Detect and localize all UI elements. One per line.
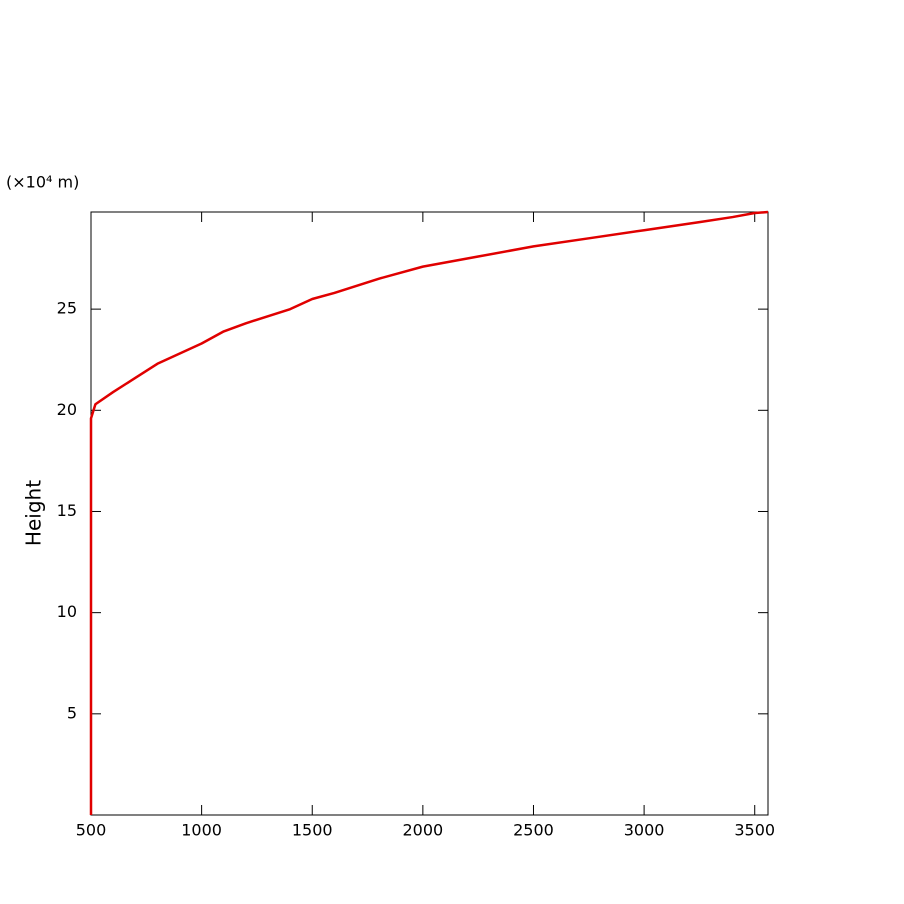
x-tick-label: 1500	[292, 821, 333, 840]
data-line	[89, 210, 769, 815]
x-tick-label: 1000	[181, 821, 222, 840]
y-tick-label: 15	[57, 501, 77, 520]
y-axis-label: Height	[22, 480, 46, 546]
x-tick-label: 3000	[624, 821, 665, 840]
x-tick-label: 2500	[513, 821, 554, 840]
x-tick-label: 3500	[734, 821, 775, 840]
unit-label: (×10⁴ m)	[6, 173, 79, 192]
y-tick-label: 10	[57, 602, 77, 621]
y-tick-label: 25	[57, 299, 77, 318]
y-tick-label: 5	[67, 703, 77, 722]
x-tick-label: 500	[76, 821, 107, 840]
x-tick-label: 2000	[403, 821, 444, 840]
y-tick-label: 20	[57, 400, 77, 419]
plot-frame	[90, 211, 769, 816]
